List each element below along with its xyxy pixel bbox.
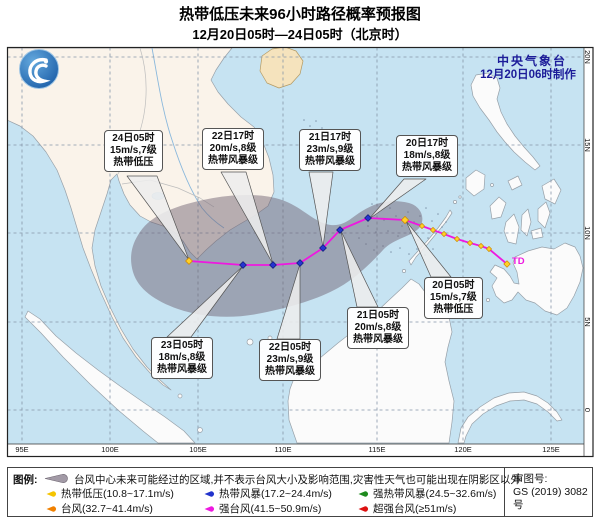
tropical-depression-marker-icon <box>46 490 56 497</box>
cone-legend-icon <box>44 473 71 484</box>
callout-22d17h: 22日17时 20m/s,8级 热带风暴级 <box>202 128 264 170</box>
legend-left-section: 图例: 台风中心未来可能经过的区域,并不表示台风大小及影响范围,灾害性天气也可能… <box>8 468 521 516</box>
luzon-island <box>470 72 541 171</box>
lat-tick-0: 0 <box>583 407 592 413</box>
callout-23d05h: 23日05时 18m/s,8级 热带风暴级 <box>151 337 213 379</box>
lon-tick-125e: 125E <box>542 445 560 454</box>
lon-tick-110e: 110E <box>274 445 292 454</box>
legend-item-tropical-depression: 热带低压(10.8~17.1m/s) <box>46 486 174 501</box>
legend-box: 图例: 台风中心未来可能经过的区域,并不表示台风大小及影响范围,灾害性天气也可能… <box>7 467 593 517</box>
typhoon-track-line <box>188 217 508 266</box>
legend-item-typhoon: 台风(32.7~41.4m/s) <box>46 501 153 516</box>
mindanao-island <box>489 242 584 316</box>
past-track-points <box>419 223 511 268</box>
approval-label: 审图号: <box>513 473 548 485</box>
lat-tick-10n: 10N <box>583 226 592 240</box>
lat-tick-15n: 15N <box>583 138 592 152</box>
lon-tick-120e: 120E <box>454 445 472 454</box>
lat-tick-20n: 20N <box>583 50 592 64</box>
page-subtitle: 12月20日05时—24日05时（北京时） <box>192 27 408 42</box>
legend-item-tropical-storm: 热带风暴(17.2~24.4m/s) <box>204 486 332 501</box>
map-approval-section: 审图号: GS (2019) 3082号 <box>504 468 592 516</box>
issue-time-watermark: 12月20日06时制作 <box>480 69 576 81</box>
map-frame <box>6 46 594 458</box>
callout-21d05h: 21日05时 20m/s,8级 热带风暴级 <box>347 307 409 349</box>
callout-22d05h: 22日05时 23m/s,9级 热带风暴级 <box>259 339 321 381</box>
agency-watermark: 中央气象台 <box>496 54 567 68</box>
typhoon-marker-icon <box>46 505 56 512</box>
callout-21d17h: 21日17时 23m/s,9级 热带风暴级 <box>299 129 361 171</box>
super-typhoon-marker-icon <box>358 505 368 512</box>
mindoro-island <box>465 169 486 197</box>
legend-item-super-typhoon: 超强台风(≥51m/s) <box>358 501 456 516</box>
severe-tropical-storm-marker-icon <box>358 490 368 497</box>
page-title: 热带低压未来96小时路径概率预报图 <box>179 6 421 23</box>
severe-typhoon-marker-icon <box>204 505 214 512</box>
legend-item-severe-tropical-storm: 强热带风暴(24.5~32.6m/s) <box>358 486 496 501</box>
lon-tick-95e: 95E <box>15 445 29 454</box>
depression-track-points <box>185 216 409 265</box>
approval-number: GS (2019) 3082号 <box>513 486 588 511</box>
callout-24d05h: 24日05时 15m/s,7级 热带低压 <box>104 130 163 172</box>
legend-caption: 图例: <box>13 474 38 486</box>
callout-20d05h: 20日05时 15m/s,7级 热带低压 <box>424 277 483 319</box>
visayas-islands <box>489 175 562 245</box>
cone-legend-note: 台风中心未来可能经过的区域,并不表示台风大小及影响范围,灾害性天气也可能出现在阴… <box>74 474 521 486</box>
tropical-storm-marker-icon <box>204 490 214 497</box>
legend-item-severe-typhoon: 强台风(41.5~50.9m/s) <box>204 501 321 516</box>
lon-tick-100e: 100E <box>101 445 119 454</box>
callout-pointers <box>126 171 452 340</box>
mekong-river <box>151 47 225 229</box>
lon-tick-115e: 115E <box>368 445 386 454</box>
cma-logo-icon <box>19 49 59 89</box>
sulawesi-landmass <box>457 391 563 444</box>
lon-label-strip <box>7 444 593 457</box>
lat-label-strip <box>584 47 593 457</box>
lat-tick-5n: 5N <box>583 317 592 327</box>
lon-tick-105e: 105E <box>189 445 207 454</box>
td-genesis-label: TD <box>512 256 525 267</box>
callout-20d17h: 20日17时 18m/s,8级 热带风暴级 <box>396 135 458 177</box>
forecast-track-points <box>239 214 372 269</box>
